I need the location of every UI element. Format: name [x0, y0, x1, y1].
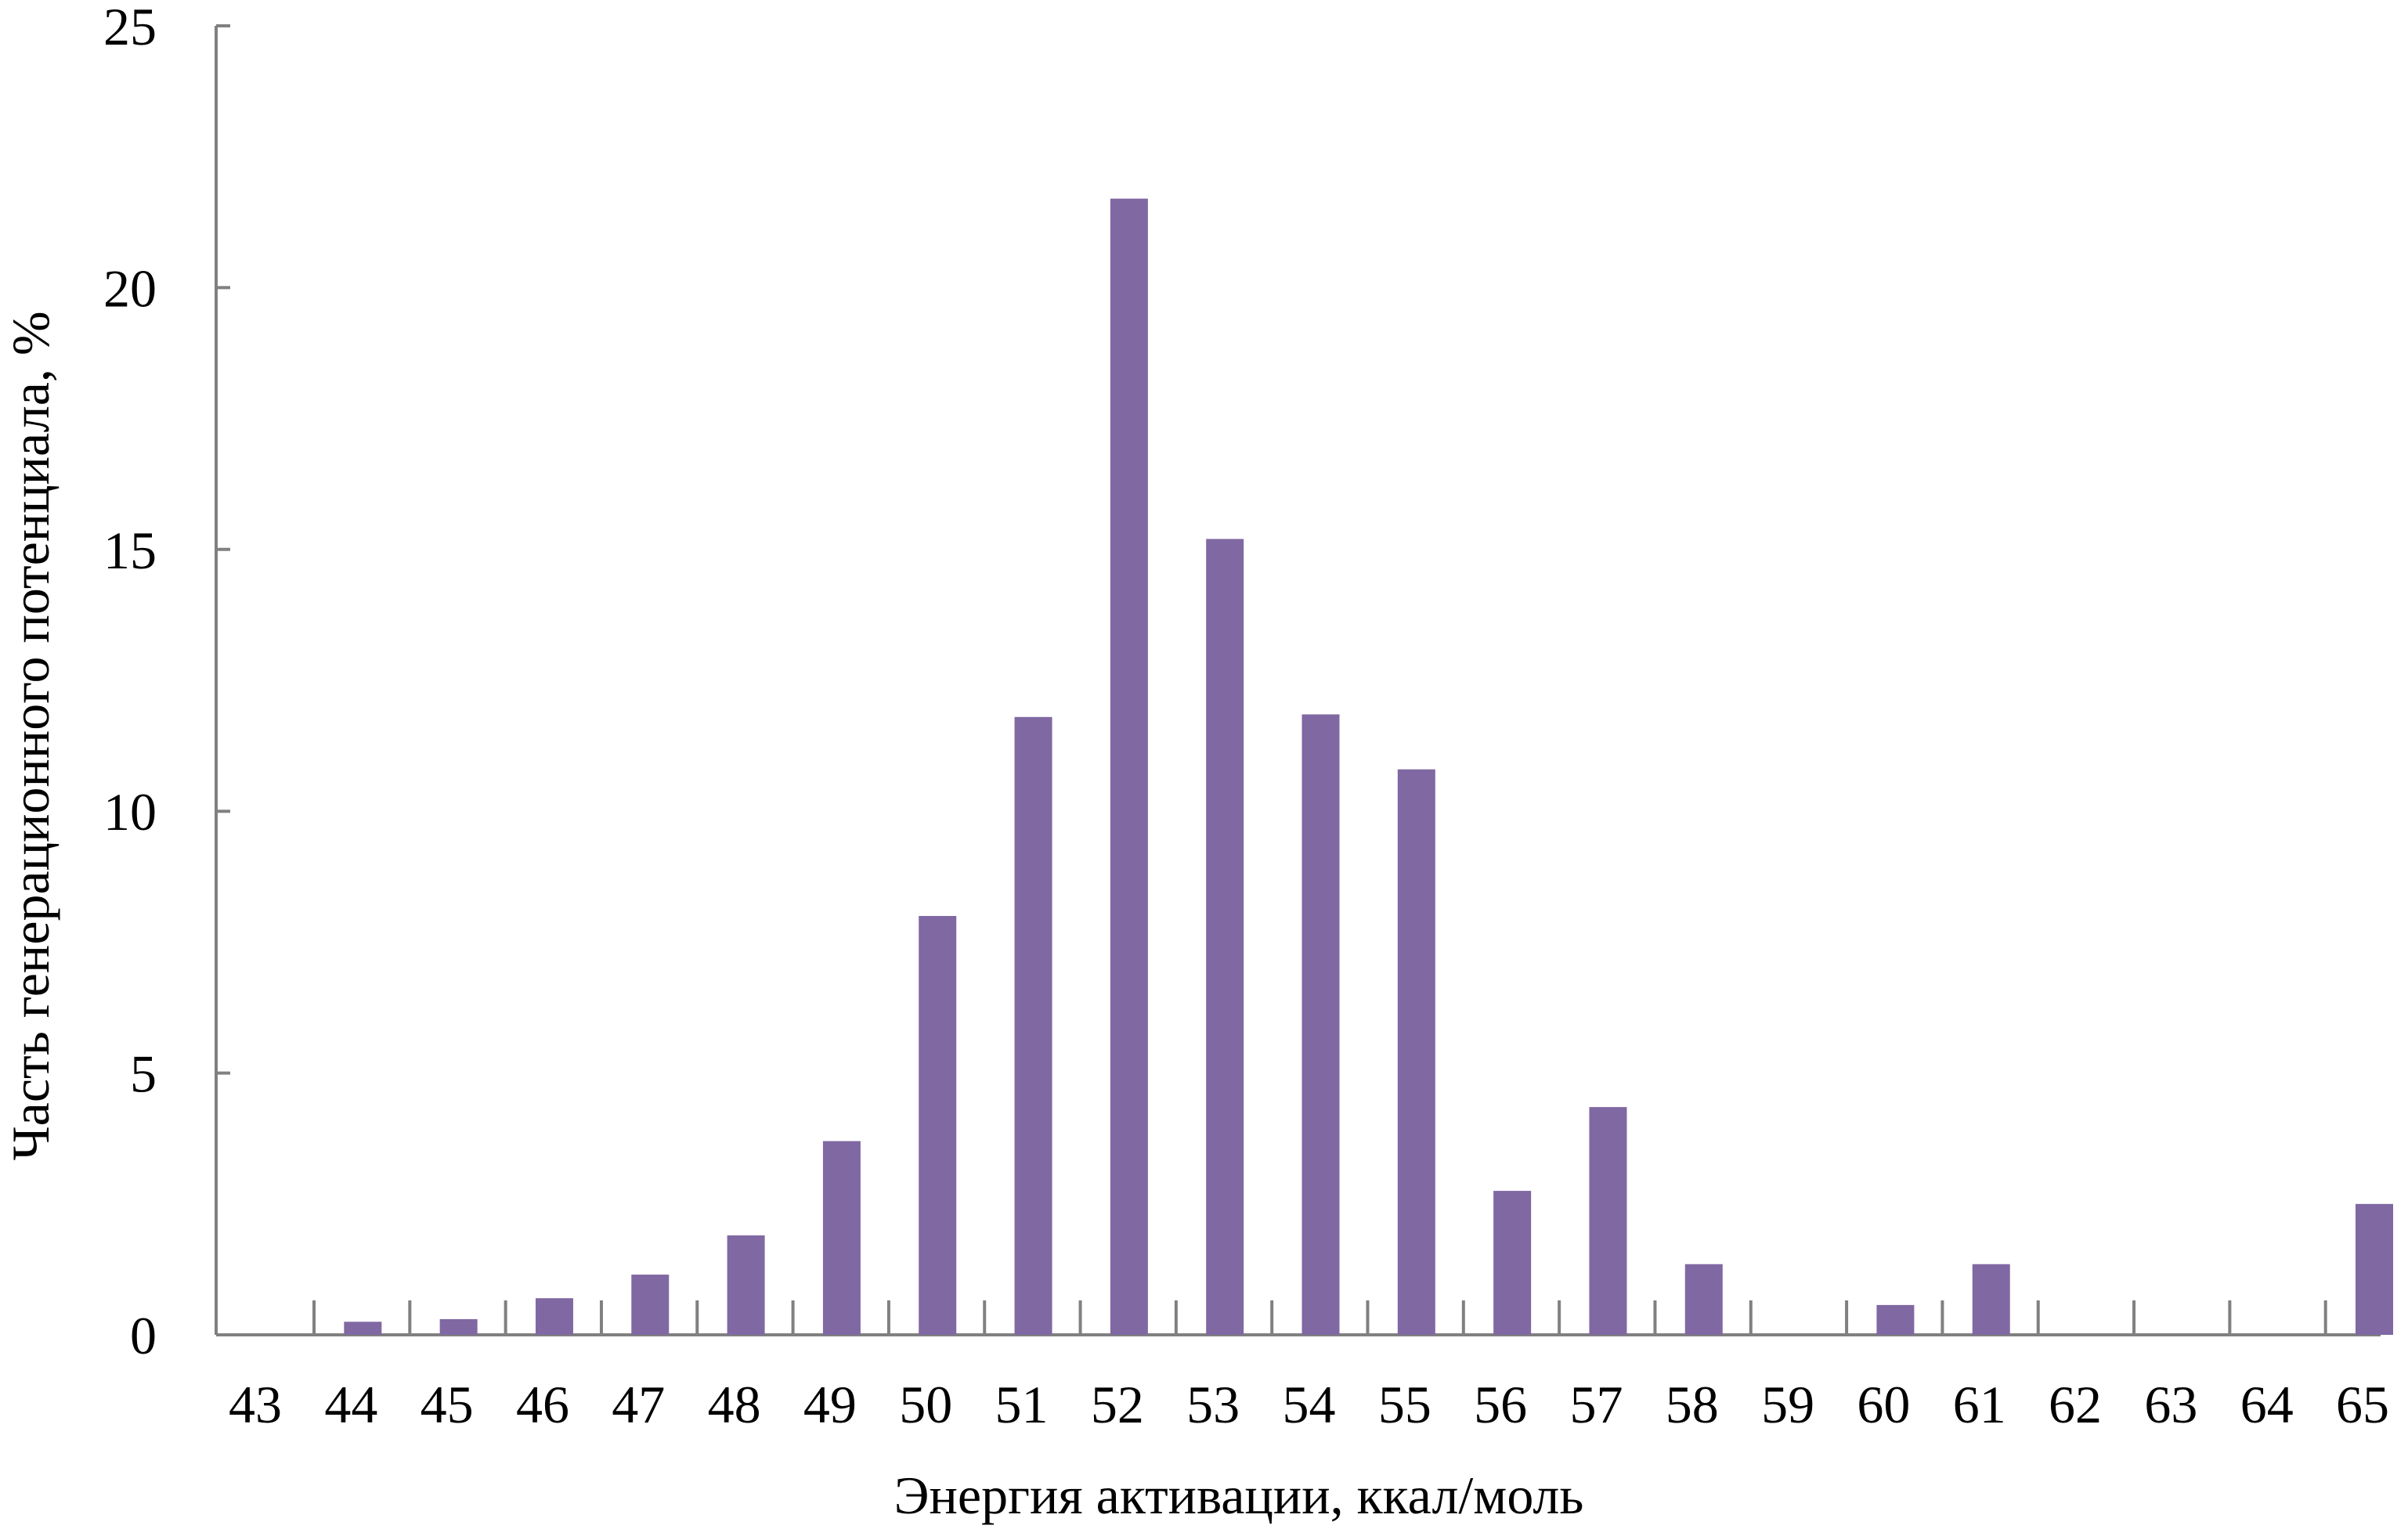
y-tick-label: 0	[130, 1306, 157, 1365]
x-tick-label: 47	[612, 1375, 665, 1434]
x-axis-title: Энергия активации, ккал/моль	[894, 1466, 1584, 1525]
x-tick-label: 45	[421, 1375, 474, 1434]
bar-58	[1684, 1264, 1723, 1335]
bar-51	[1014, 716, 1052, 1335]
x-tick-label: 44	[324, 1375, 377, 1434]
bar-50	[919, 915, 957, 1335]
bar-57	[1589, 1107, 1627, 1335]
bar-44	[344, 1322, 382, 1335]
x-tick-label: 54	[1283, 1375, 1336, 1434]
x-tick-label: 63	[2144, 1375, 2197, 1434]
x-axis: 43 44 45 46 47 48 49 50 51 52 53 54 55 56 57 58 59 60 61 62…	[216, 1300, 2389, 1434]
y-axis-title: Часть генерационного потенциала, %	[1, 311, 60, 1160]
x-tick-label: 53	[1186, 1375, 1240, 1434]
y-axis: 0 5 10 15 20 25	[103, 0, 230, 1365]
bar-46	[535, 1298, 573, 1335]
bar-49	[822, 1141, 861, 1335]
x-tick-label: 48	[708, 1375, 761, 1434]
x-tick-label: 49	[803, 1375, 857, 1434]
bar-65	[2356, 1203, 2394, 1335]
x-tick-label: 56	[1474, 1375, 1527, 1434]
x-tick-label: 61	[1953, 1375, 2006, 1434]
bar-52	[1110, 198, 1148, 1336]
bar-47	[631, 1275, 670, 1335]
x-tick-label: 64	[2240, 1375, 2294, 1434]
x-tick-label: 55	[1378, 1375, 1431, 1434]
x-tick-label: 50	[899, 1375, 952, 1434]
y-tick-label: 20	[103, 258, 157, 318]
bar-60	[1876, 1304, 1915, 1335]
x-tick-label: 52	[1091, 1375, 1144, 1434]
bar-61	[1972, 1264, 2010, 1335]
bar-56	[1493, 1191, 1532, 1335]
y-tick-label: 10	[103, 782, 157, 842]
x-tick-label: 59	[1761, 1375, 1814, 1434]
bar-48	[727, 1235, 765, 1335]
y-tick-label: 5	[130, 1044, 157, 1104]
bars	[344, 198, 2394, 1336]
x-tick-label: 65	[2336, 1375, 2389, 1434]
bar-55	[1397, 769, 1435, 1335]
x-tick-label: 58	[1666, 1375, 1719, 1434]
y-tick-label: 15	[103, 521, 157, 580]
x-tick-label: 51	[995, 1375, 1049, 1434]
x-tick-label: 60	[1857, 1375, 1910, 1434]
x-tick-label: 43	[229, 1375, 282, 1434]
bar-53	[1206, 539, 1244, 1335]
bar-45	[439, 1318, 478, 1335]
x-tick-label: 62	[2049, 1375, 2102, 1434]
x-tick-label: 57	[1569, 1375, 1623, 1434]
bar-54	[1301, 714, 1340, 1335]
y-tick-label: 25	[103, 0, 157, 56]
x-tick-label: 46	[516, 1375, 569, 1434]
